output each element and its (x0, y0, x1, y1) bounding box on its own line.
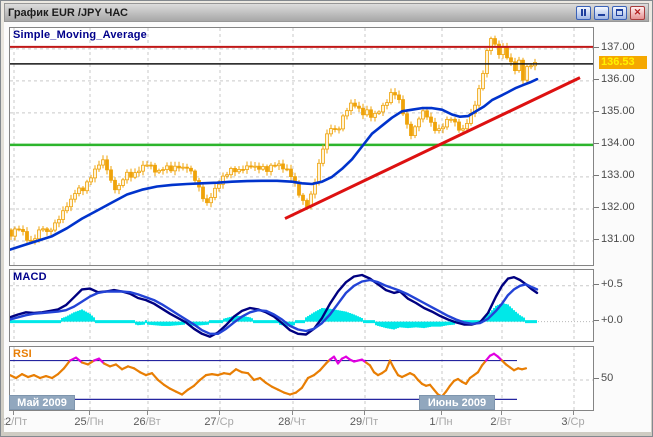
date-tick-mark (441, 411, 442, 415)
date-tick-mark (292, 411, 293, 415)
macd-axis-label: +0.5 (601, 277, 623, 290)
axis-tick-mark (594, 283, 599, 285)
minimize-button[interactable] (594, 5, 609, 20)
pause-icon (581, 9, 583, 16)
macd-chart-canvas[interactable] (10, 270, 593, 341)
price-panel[interactable]: Simple_Moving_Average (9, 27, 594, 266)
date-tick-mark (364, 411, 365, 415)
close-button[interactable]: ✕ (630, 5, 645, 20)
window-title: График EUR /JPY ЧАС (8, 6, 128, 19)
rsi-panel[interactable]: RSI (9, 346, 594, 411)
date-axis-label: 3/Ср (561, 416, 585, 428)
macd-axis-label: +0.0 (601, 313, 623, 326)
month-badge-june: Июнь 2009 (419, 395, 495, 410)
month-badge-may: Май 2009 (9, 395, 75, 410)
axis-tick-mark (594, 238, 599, 240)
date-tick-mark (219, 411, 220, 415)
date-axis-label: 2/Вт (490, 416, 512, 428)
price-axis-label: 137.00 (601, 40, 635, 53)
sma-indicator-label: Simple_Moving_Average (13, 29, 148, 41)
date-tick-mark (573, 411, 574, 415)
rsi-indicator-label: RSI (13, 348, 32, 360)
axis-tick-mark (594, 46, 599, 48)
price-chart-canvas[interactable] (10, 28, 593, 265)
price-axis-label: 135.00 (601, 104, 635, 117)
pause-button[interactable] (576, 5, 591, 20)
date-axis-label: 29/Пт (349, 416, 379, 428)
axis-tick-mark (594, 110, 599, 112)
axis-tick-mark (594, 142, 599, 144)
date-axis-label: 1/Пн (429, 416, 453, 428)
macd-panel[interactable]: MACD (9, 269, 594, 342)
maximize-icon (616, 9, 623, 16)
chart-client-area: Simple_Moving_Average MACD RSI 136.53 Ма… (4, 22, 651, 432)
date-tick-mark (501, 411, 502, 415)
date-axis-label: 27/Ср (204, 416, 234, 428)
current-price-tag: 136.53 (599, 56, 647, 69)
date-axis-label: 22/Пт (4, 416, 28, 428)
date-axis-label: 25/Пн (74, 416, 104, 428)
axis-tick-mark (594, 377, 599, 379)
axis-tick-mark (594, 206, 599, 208)
macd-indicator-label: MACD (13, 271, 47, 283)
rsi-axis-label: 50 (601, 371, 614, 384)
axis-tick-mark (594, 78, 599, 80)
price-axis-label: 136.00 (601, 72, 635, 85)
axis-tick-mark (594, 174, 599, 176)
rsi-chart-canvas[interactable] (10, 347, 593, 410)
price-axis-label: 134.00 (601, 136, 635, 149)
close-icon: ✕ (633, 7, 642, 17)
maximize-button[interactable] (612, 5, 627, 20)
price-axis-label: 133.00 (601, 168, 635, 181)
date-axis-label: 26/Вт (133, 416, 161, 428)
date-tick-mark (89, 411, 90, 415)
date-tick-mark (13, 411, 14, 415)
title-bar[interactable]: График EUR /JPY ЧАС ✕ (4, 3, 649, 22)
price-axis-label: 132.00 (601, 200, 635, 213)
date-axis-label: 28/Чт (278, 416, 306, 428)
price-axis-label: 131.00 (601, 232, 635, 245)
date-tick-mark (147, 411, 148, 415)
axis-tick-mark (594, 319, 599, 321)
minimize-icon (598, 14, 605, 16)
